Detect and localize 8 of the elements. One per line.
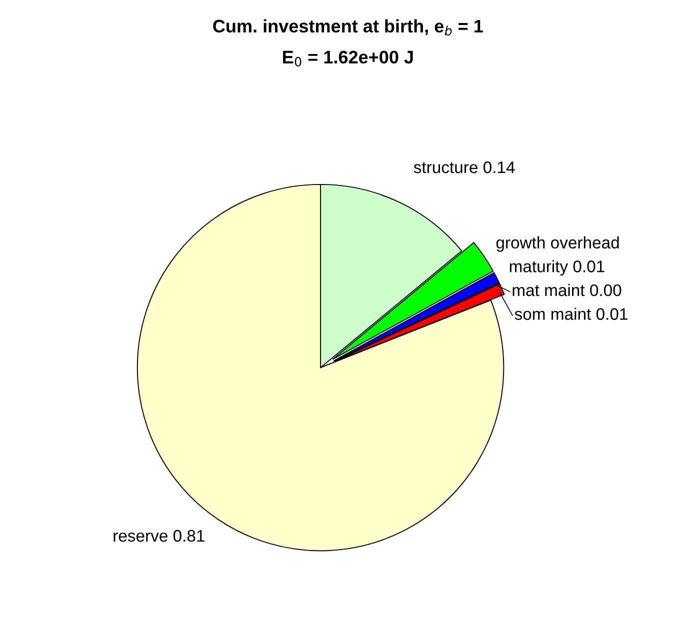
slice-label: maturity 0.01 <box>510 260 604 276</box>
chart-subtitle: E$_{0}$ = 1.62e+00 J <box>283 50 413 66</box>
slice-label: growth overhead <box>496 236 619 252</box>
chart-title: Cum. investment at birth, e$_{b}$ = 1 <box>213 19 483 36</box>
slice-label: som maint 0.01 <box>514 308 628 320</box>
category-label: mat maint 0.00 <box>512 284 622 296</box>
slice-label: reserve 0.81 <box>114 530 204 542</box>
slice-label: structure 0.14 <box>414 161 515 174</box>
